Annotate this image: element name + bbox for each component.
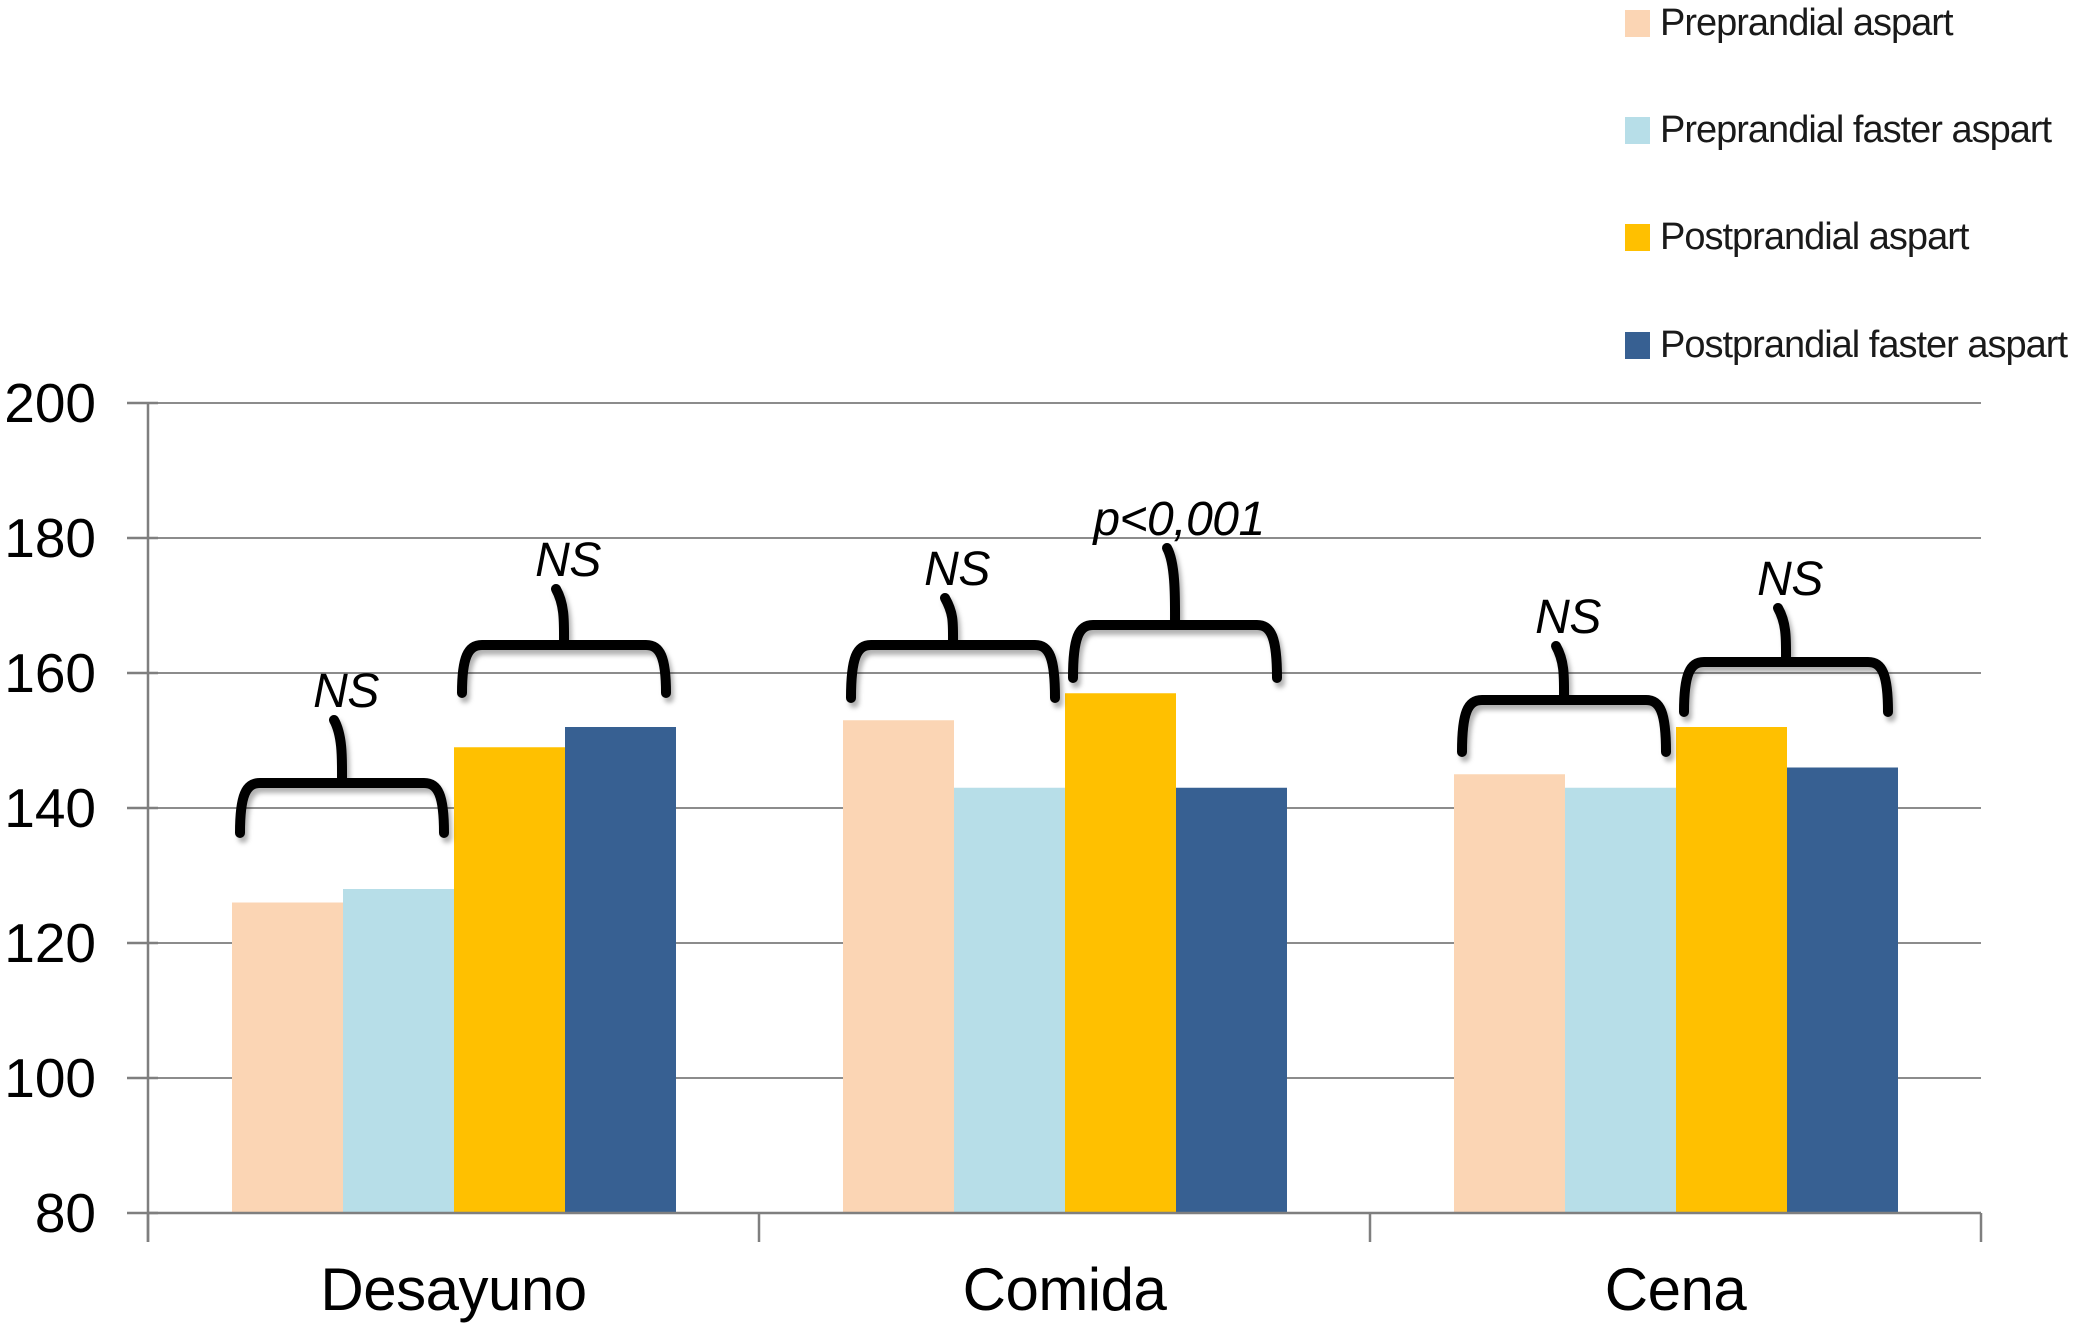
- annotation-label-cena-ns-5: NS: [1757, 553, 1823, 606]
- category-label-comida: Comida: [962, 1256, 1167, 1323]
- bar-cena-preprandial-aspart: [1454, 774, 1565, 1213]
- bar-desayuno-postprandial-aspart: [454, 747, 565, 1213]
- brace-spike: [329, 715, 348, 788]
- brace-spike: [1551, 641, 1570, 705]
- bar-desayuno-preprandial-faster-aspart: [343, 889, 454, 1213]
- axes: [127, 401, 1983, 1242]
- legend-swatch-icon: [1625, 10, 1650, 37]
- bar-cena-preprandial-faster-aspart: [1565, 787, 1676, 1213]
- y-axis-label-100: 100: [4, 1047, 96, 1109]
- bars: [232, 693, 1898, 1213]
- y-axis-label-140: 140: [4, 777, 96, 839]
- bar-cena-postprandial-faster-aspart: [1787, 767, 1898, 1213]
- annotation-label-desayuno-ns-0: NS: [313, 665, 379, 718]
- brace-bar: [1679, 657, 1893, 717]
- category-label-cena: Cena: [1604, 1256, 1747, 1323]
- legend-label: Postprandial faster aspart: [1660, 324, 2068, 366]
- y-axis-label-120: 120: [4, 912, 96, 974]
- brace-spike: [551, 584, 570, 650]
- annotation-label-comida-ns-2: NS: [924, 543, 990, 596]
- brace-comida-preprandial: [846, 593, 1060, 703]
- brace-bar: [457, 640, 671, 698]
- y-axis-label-180: 180: [4, 507, 96, 569]
- category-label-desayuno: Desayuno: [320, 1256, 587, 1323]
- brace-bar: [1457, 695, 1671, 757]
- legend-swatch-icon: [1625, 117, 1650, 144]
- brace-spike: [1162, 543, 1181, 630]
- legend-swatch-icon: [1625, 224, 1650, 251]
- brace-spike: [940, 593, 959, 650]
- brace-cena-postprandial: [1679, 603, 1893, 717]
- brace-comida-postprandial: [1068, 543, 1282, 683]
- brace-spike: [1773, 603, 1792, 667]
- brace-desayuno-postprandial: [457, 584, 671, 698]
- bar-comida-preprandial-faster-aspart: [954, 787, 1065, 1213]
- brace-bar: [846, 640, 1060, 703]
- bar-desayuno-preprandial-aspart: [232, 902, 343, 1213]
- bar-desayuno-postprandial-faster-aspart: [565, 727, 676, 1213]
- y-axis-label-200: 200: [4, 372, 96, 434]
- y-axis-label-80: 80: [34, 1182, 96, 1244]
- brace-desayuno-preprandial: [235, 715, 449, 838]
- bar-cena-postprandial-aspart: [1676, 727, 1787, 1213]
- annotation-label-comida-p-0-001-3: p<0,001: [1093, 493, 1265, 546]
- bar-comida-postprandial-aspart: [1065, 693, 1176, 1213]
- brace-bar: [1068, 620, 1282, 683]
- bar-comida-preprandial-aspart: [843, 720, 954, 1213]
- legend-swatch-icon: [1625, 332, 1650, 359]
- bar-comida-postprandial-faster-aspart: [1176, 787, 1287, 1213]
- legend-label: Preprandial faster aspart: [1660, 109, 2052, 151]
- brace-cena-preprandial: [1457, 641, 1671, 757]
- annotation-label-cena-ns-4: NS: [1535, 591, 1601, 644]
- annotation-label-desayuno-ns-1: NS: [535, 534, 601, 587]
- y-axis-label-160: 160: [4, 642, 96, 704]
- legend-label: Postprandial aspart: [1660, 216, 1969, 258]
- annotation-braces: [235, 543, 1893, 838]
- legend-label: Preprandial aspart: [1660, 2, 1954, 44]
